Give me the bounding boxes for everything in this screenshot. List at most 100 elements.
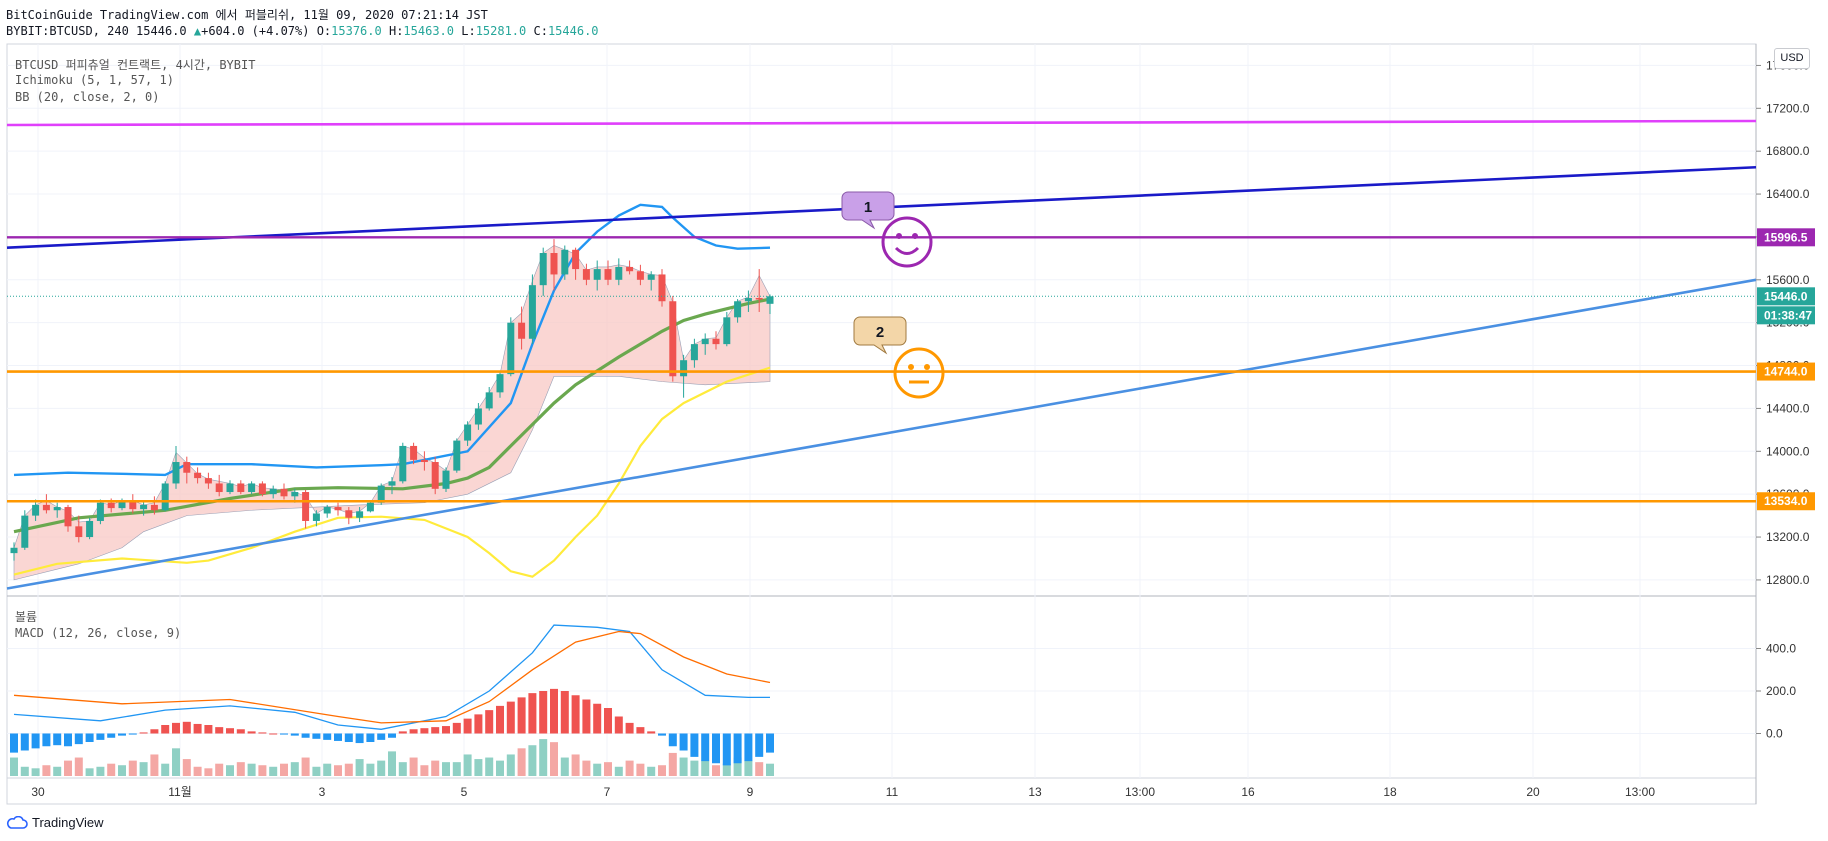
candle <box>464 421 472 446</box>
macd-histogram-bar <box>701 733 710 762</box>
volume-label[interactable]: 볼륨 <box>15 610 38 624</box>
candle-body <box>10 547 18 554</box>
currency-button[interactable]: USD <box>1774 48 1810 69</box>
y-tick-label: 12800.0 <box>1766 573 1810 587</box>
candle-body <box>636 271 644 280</box>
volume-bar <box>64 760 72 776</box>
candle-body <box>140 504 148 510</box>
candle <box>766 294 774 314</box>
candle <box>636 264 644 286</box>
volume-bar <box>744 760 753 776</box>
macd-histogram-bar <box>496 705 504 734</box>
candle <box>604 260 612 286</box>
candle <box>701 333 709 355</box>
candle-body <box>453 440 461 471</box>
orange-lower-tag-bg <box>1757 492 1815 511</box>
volume-bar <box>766 763 774 776</box>
y-tick-label: 14400.0 <box>1766 401 1810 415</box>
volume-bar <box>366 763 375 776</box>
macd-histogram-bar <box>474 714 483 734</box>
candle-body <box>755 298 763 300</box>
volume-bar <box>517 748 526 776</box>
volume-bar <box>193 766 202 776</box>
x-tick-label: 7 <box>604 785 611 799</box>
macd-histogram-bar <box>766 733 774 753</box>
candle-body <box>420 459 428 463</box>
macd-label[interactable]: MACD (12, 26, close, 9) <box>15 626 182 640</box>
low-value: 15281.0 <box>475 24 527 38</box>
candle-body <box>129 500 137 510</box>
y-tick-label: 16800.0 <box>1766 144 1810 158</box>
volume-bar <box>150 754 159 776</box>
candle <box>32 499 40 521</box>
volume-bar <box>409 757 418 776</box>
macd-histogram-bar <box>560 691 569 734</box>
candle <box>507 317 515 377</box>
candle <box>86 517 94 540</box>
candle <box>280 483 288 500</box>
volume-bar <box>463 754 472 776</box>
candle <box>75 515 83 543</box>
macd-histogram-bar <box>604 708 612 734</box>
macd-histogram-bar <box>593 703 602 734</box>
bb-lower-band <box>13 366 771 578</box>
candle <box>410 442 418 465</box>
happy-smiley-icon-mouth <box>894 246 920 255</box>
x-tick-label: 13 <box>1028 785 1042 799</box>
ichimoku-cloud <box>13 245 771 581</box>
macd-histogram-bar <box>355 733 364 744</box>
volume-bar <box>431 760 440 776</box>
happy-smiley-icon-face <box>881 216 933 268</box>
candle-body <box>572 249 580 270</box>
neutral-smiley-icon-face <box>893 347 945 399</box>
candle-body <box>690 344 698 361</box>
brand-name: TradingView <box>32 815 104 830</box>
tradingview-logo[interactable]: TradingView <box>6 815 104 830</box>
volume-bar <box>506 754 515 776</box>
candle-body <box>269 488 277 495</box>
countdown-tag: 01:38:47 <box>1757 306 1815 325</box>
candle <box>388 477 396 495</box>
candle-body <box>528 285 536 339</box>
orange-upper-tag-bg <box>1757 362 1815 381</box>
volume-bar <box>398 762 407 776</box>
candle <box>485 386 493 411</box>
volume-bar <box>647 766 656 776</box>
volume-bar <box>485 757 494 776</box>
volume-bar <box>312 766 321 776</box>
happy-smiley-icon-eye <box>912 233 918 239</box>
macd-histogram-bar <box>636 727 645 734</box>
candle <box>161 481 169 512</box>
volume-bar <box>625 760 634 776</box>
candle <box>194 467 202 484</box>
volume-bar <box>420 765 429 776</box>
volume-bar <box>679 757 688 776</box>
macd-histogram-bar <box>452 722 461 734</box>
candle-body <box>658 274 666 302</box>
candle <box>96 499 104 525</box>
ichimoku-label[interactable]: Ichimoku (5, 1, 57, 1) <box>15 73 174 87</box>
volume-bar <box>118 765 126 776</box>
candle <box>366 500 374 513</box>
volume-bar <box>236 762 245 776</box>
candle <box>172 445 180 489</box>
macd-histogram-bar <box>107 733 116 738</box>
macd-tick-label: 400.0 <box>1766 642 1796 656</box>
chart-frame <box>6 43 1757 805</box>
candle-body <box>75 526 83 538</box>
macd-histogram-bar <box>528 693 537 734</box>
candle-body <box>442 470 450 489</box>
macd-histogram-bar <box>118 733 126 736</box>
x-tick-label: 13:00 <box>1125 785 1155 799</box>
candle <box>593 260 601 291</box>
volume-bar <box>204 768 213 776</box>
candle <box>680 354 688 398</box>
macd-tick-label: 200.0 <box>1766 684 1796 698</box>
volume-bar <box>442 762 450 776</box>
macd-histogram-bar <box>755 733 764 757</box>
macd-histogram-bar <box>290 733 299 736</box>
candle-body <box>32 504 40 516</box>
bb-label[interactable]: BB (20, close, 2, 0) <box>15 90 160 104</box>
candle-body <box>53 507 61 511</box>
